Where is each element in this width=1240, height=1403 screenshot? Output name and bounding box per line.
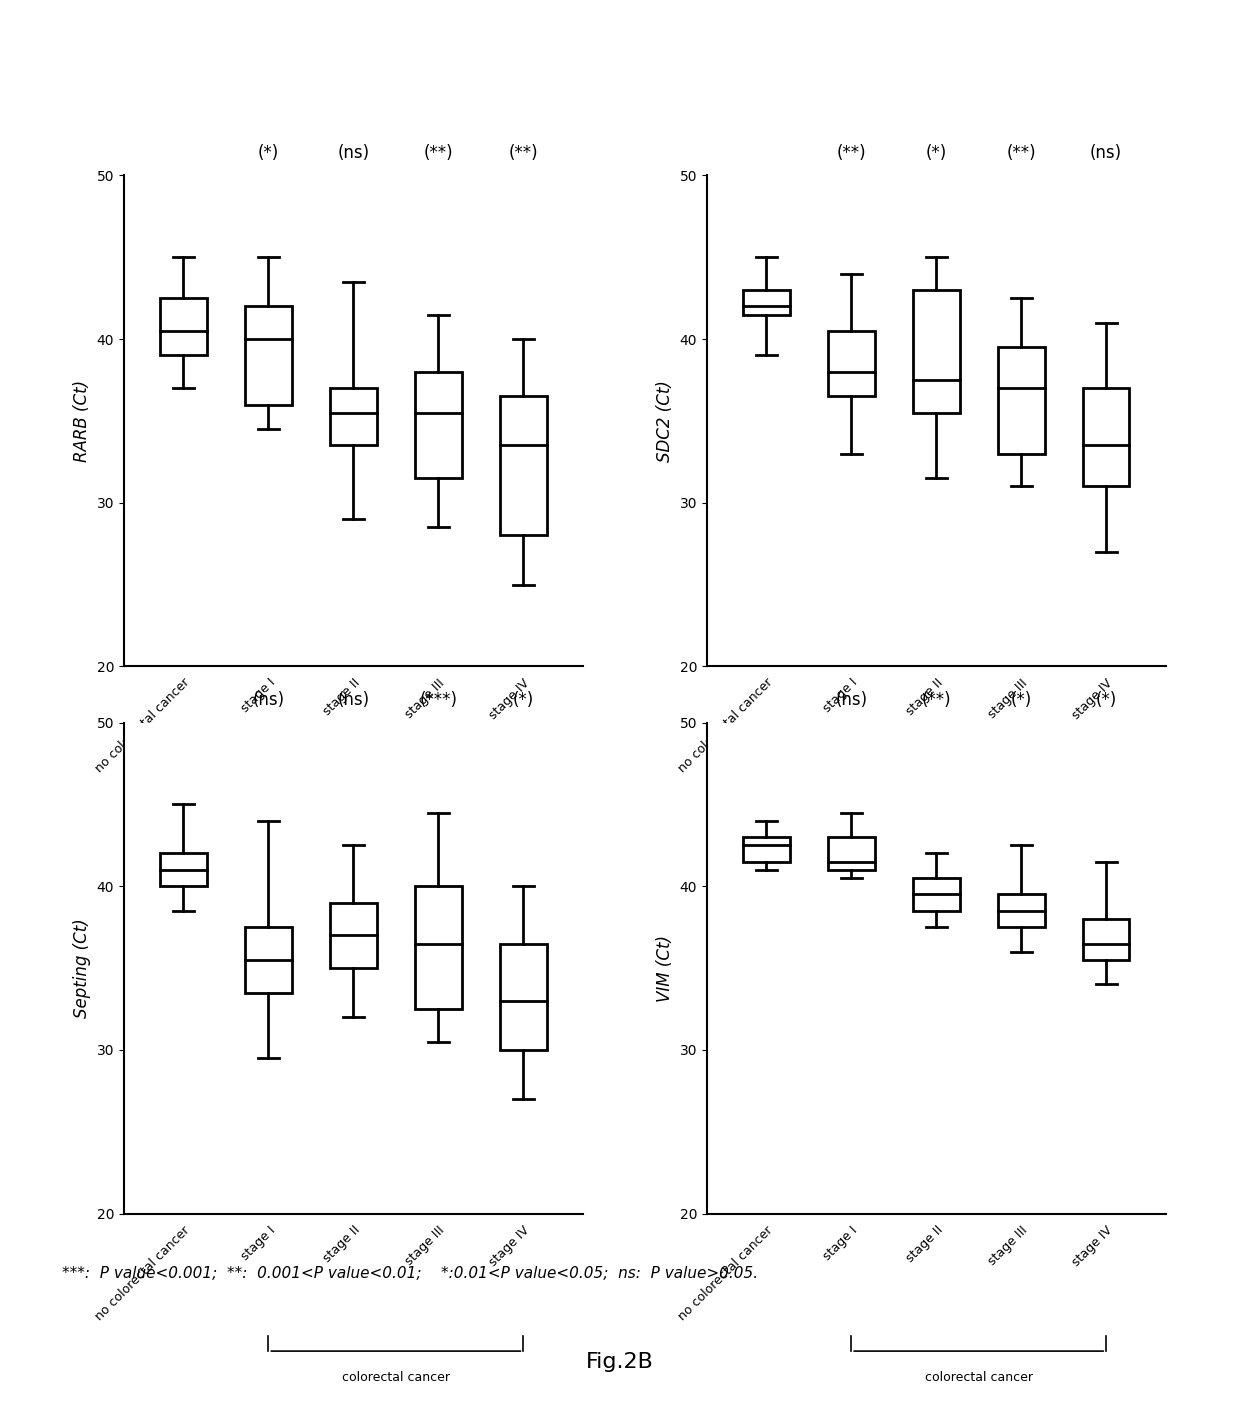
Bar — [828, 838, 874, 870]
Text: stage III: stage III — [403, 676, 448, 721]
Text: stage III: stage III — [986, 1223, 1030, 1268]
Bar — [500, 943, 547, 1049]
Text: colorectal cancer: colorectal cancer — [925, 1371, 1033, 1383]
Bar — [1083, 919, 1130, 960]
Text: (ns): (ns) — [337, 145, 370, 163]
Text: (ns): (ns) — [337, 692, 370, 710]
Bar — [415, 887, 461, 1009]
Text: (*): (*) — [1095, 692, 1117, 710]
Bar — [246, 306, 291, 404]
Text: stage II: stage II — [321, 1223, 362, 1266]
Text: stage IV: stage IV — [1070, 676, 1115, 721]
Bar — [415, 372, 461, 478]
Text: colorectal cancer: colorectal cancer — [342, 824, 450, 836]
Text: (*): (*) — [512, 692, 534, 710]
Text: no colorectal cancer: no colorectal cancer — [93, 1223, 192, 1323]
Text: stage II: stage II — [904, 676, 945, 718]
Bar — [330, 902, 377, 968]
Text: (**): (**) — [508, 145, 538, 163]
Text: stage III: stage III — [403, 1223, 448, 1268]
Text: (**): (**) — [837, 145, 866, 163]
Text: no colorectal cancer: no colorectal cancer — [676, 676, 775, 776]
Bar — [330, 389, 377, 445]
Y-axis label: RARB (Ct): RARB (Ct) — [73, 380, 92, 462]
Text: colorectal cancer: colorectal cancer — [925, 824, 1033, 836]
Bar — [743, 838, 790, 861]
Text: (ns): (ns) — [253, 692, 284, 710]
Bar — [998, 347, 1044, 453]
Text: (**): (**) — [1007, 145, 1035, 163]
Text: colorectal cancer: colorectal cancer — [342, 1371, 450, 1383]
Bar — [246, 927, 291, 993]
Text: (*): (*) — [925, 145, 947, 163]
Bar — [828, 331, 874, 396]
Text: stage IV: stage IV — [1070, 1223, 1115, 1268]
Text: stage II: stage II — [321, 676, 362, 718]
Text: (*): (*) — [258, 145, 279, 163]
Text: Fig.2B: Fig.2B — [587, 1352, 653, 1372]
Text: stage I: stage I — [821, 676, 861, 716]
Text: (**): (**) — [921, 692, 951, 710]
Bar — [160, 853, 207, 887]
Text: stage I: stage I — [821, 1223, 861, 1263]
Text: stage I: stage I — [238, 676, 278, 716]
Text: (**): (**) — [424, 145, 453, 163]
Text: stage IV: stage IV — [487, 676, 532, 721]
Text: stage II: stage II — [904, 1223, 945, 1266]
Text: stage I: stage I — [238, 1223, 278, 1263]
Text: (***): (***) — [419, 692, 458, 710]
Y-axis label: Septing (Ct): Septing (Ct) — [73, 918, 92, 1019]
Text: (ns): (ns) — [1090, 145, 1122, 163]
Y-axis label: SDC2 (Ct): SDC2 (Ct) — [656, 380, 675, 462]
Y-axis label: VIM (Ct): VIM (Ct) — [656, 934, 675, 1002]
Bar — [998, 895, 1044, 927]
Text: (*): (*) — [1011, 692, 1032, 710]
Bar — [500, 396, 547, 536]
Bar — [1083, 389, 1130, 487]
Text: ***:  P value<0.001;  **:  0.001<P value<0.01;    *:0.01<P value<0.05;  ns:  P v: ***: P value<0.001; **: 0.001<P value<0.… — [62, 1266, 758, 1281]
Text: stage III: stage III — [986, 676, 1030, 721]
Bar — [160, 297, 207, 355]
Text: no colorectal cancer: no colorectal cancer — [676, 1223, 775, 1323]
Text: stage IV: stage IV — [487, 1223, 532, 1268]
Text: (ns): (ns) — [836, 692, 867, 710]
Text: no colorectal cancer: no colorectal cancer — [93, 676, 192, 776]
Bar — [913, 290, 960, 412]
Bar — [913, 878, 960, 911]
Bar — [743, 290, 790, 314]
